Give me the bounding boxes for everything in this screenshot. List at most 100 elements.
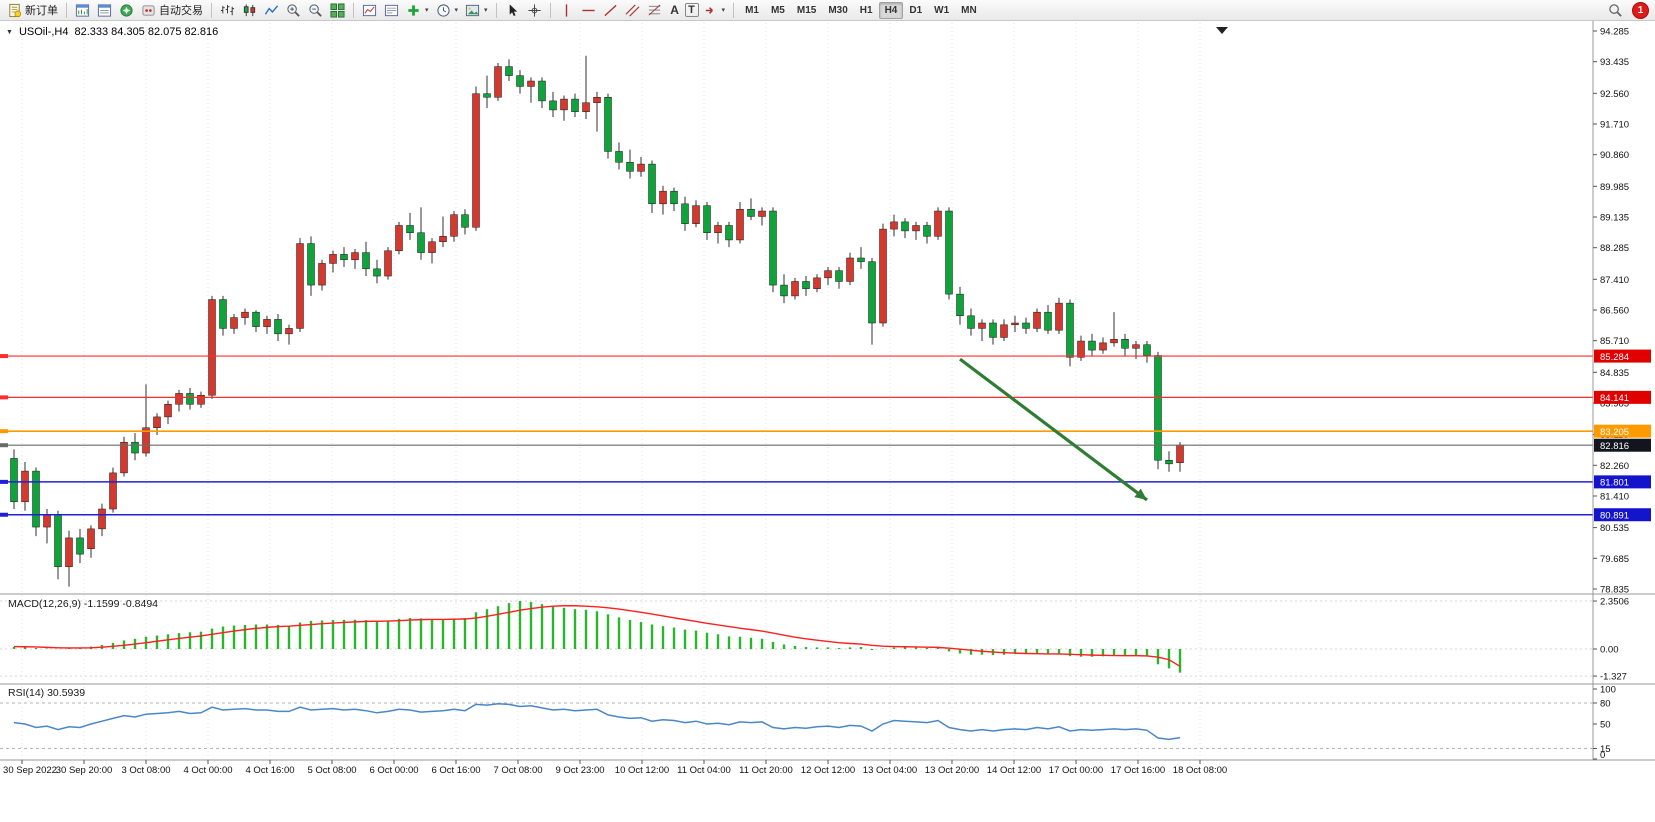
- bull-candle: [384, 250, 392, 277]
- bear-candle: [417, 232, 425, 253]
- bull-candle: [120, 441, 128, 474]
- shift-end-marker[interactable]: [1216, 27, 1228, 34]
- price-axis-label: 82.260: [1600, 461, 1629, 472]
- bull-candle: [1033, 311, 1041, 329]
- horizontal-line-icon: [581, 9, 595, 11]
- data-window-button[interactable]: [94, 1, 115, 19]
- rsi-panel[interactable]: 100 80 50 150: [0, 685, 1616, 762]
- tile-windows-icon: [330, 2, 345, 18]
- bull-candle: [736, 208, 744, 241]
- timeframe-d1[interactable]: D1: [903, 2, 928, 19]
- time-axis-label: 17 Oct 16:00: [1111, 765, 1165, 776]
- templates-button[interactable]: ▾: [462, 1, 491, 19]
- chart-canvas[interactable]: 94.285 93.435 92.560 91.710 90.860 89.985 89.1…: [0, 21, 1655, 779]
- time-axis-label: 3 Oct 08:00: [121, 765, 170, 776]
- chart-profile-button[interactable]: [381, 1, 402, 19]
- time-axis-label: 30 Sep 2022: [3, 765, 57, 776]
- text-label-tool-button[interactable]: T: [684, 3, 699, 17]
- bull-candle: [439, 236, 447, 242]
- svg-text:80.891: 80.891: [1600, 511, 1629, 522]
- time-axis-label: 6 Oct 00:00: [369, 765, 418, 776]
- add-indicator-button[interactable]: ▾: [403, 1, 432, 19]
- trendline-tool-button[interactable]: [600, 1, 621, 19]
- arrow-head: [1134, 488, 1147, 500]
- bar-chart-mode-button[interactable]: [217, 1, 238, 19]
- macd-panel[interactable]: 2.3506 0.00 -1.327: [0, 597, 1629, 683]
- timeframe-m30[interactable]: M30: [822, 2, 853, 19]
- bull-candle: [934, 210, 942, 237]
- bull-candle: [241, 311, 249, 318]
- notification-badge[interactable]: 1: [1632, 1, 1649, 19]
- arrows-tool-button[interactable]: ▾: [700, 1, 729, 19]
- bear-candle: [967, 315, 975, 329]
- cursor-icon: [509, 3, 517, 16]
- channel-tool-button[interactable]: [622, 1, 643, 19]
- dropdown-caret-icon: ▾: [721, 6, 726, 14]
- bear-candle: [1121, 339, 1129, 349]
- timeframe-w1[interactable]: W1: [928, 2, 955, 19]
- new-order-label: 新订单: [25, 5, 58, 17]
- price-axis-label: 78.835: [1600, 585, 1629, 596]
- drawn-arrow[interactable]: [959, 357, 1148, 502]
- timeframe-mn[interactable]: MN: [955, 2, 983, 19]
- svg-text:85.284: 85.284: [1600, 352, 1629, 363]
- new-chart-button[interactable]: [359, 1, 380, 19]
- cursor-tool-button[interactable]: [502, 1, 523, 19]
- vertical-line-tool-button[interactable]: [556, 1, 577, 19]
- periods-button[interactable]: ▾: [433, 1, 462, 19]
- time-axis-label: 30 Sep 20:00: [56, 765, 113, 776]
- svg-text:81.801: 81.801: [1600, 478, 1629, 489]
- zoom-in-button[interactable]: [283, 1, 304, 19]
- horizontal-line-tool-button[interactable]: [578, 1, 599, 19]
- auto-trading-button[interactable]: 自动交易: [138, 1, 206, 19]
- candlestick-mode-button[interactable]: [239, 1, 260, 19]
- timeframe-m5[interactable]: M5: [765, 2, 791, 19]
- bear-candle: [505, 66, 513, 76]
- time-axis-label: 12 Oct 12:00: [801, 765, 855, 776]
- rsi-scale-label: 15: [1600, 744, 1611, 755]
- line-chart-mode-button[interactable]: [261, 1, 282, 19]
- search-button[interactable]: [1605, 1, 1626, 19]
- trendline-icon: [603, 4, 617, 16]
- time-axis-label: 13 Oct 04:00: [863, 765, 917, 776]
- bull-candle: [846, 257, 854, 282]
- crosshair-tool-button[interactable]: [524, 1, 545, 19]
- navigator-button[interactable]: [116, 1, 137, 19]
- bull-candle: [21, 470, 29, 503]
- price-line-left-marker: [0, 479, 8, 484]
- market-watch-button[interactable]: [72, 1, 93, 19]
- timeframe-m15[interactable]: M15: [791, 2, 822, 19]
- rsi-scale-label: 50: [1600, 720, 1611, 731]
- tile-windows-button[interactable]: [327, 1, 348, 19]
- bull-candle: [109, 472, 117, 510]
- bull-candle: [659, 190, 667, 205]
- zoom-out-button[interactable]: [305, 1, 326, 19]
- svg-text:83.205: 83.205: [1600, 427, 1629, 438]
- price-tag: 84.141: [1594, 390, 1651, 404]
- fibonacci-tool-button[interactable]: [644, 1, 665, 19]
- text-tool-button[interactable]: A: [666, 1, 684, 19]
- timeframe-h4[interactable]: H4: [878, 1, 904, 19]
- time-axis-label: 13 Oct 20:00: [925, 765, 979, 776]
- timeframe-h1[interactable]: H1: [854, 2, 879, 19]
- bull-candle: [428, 241, 436, 253]
- rsi-scale-label: 0: [1600, 750, 1605, 761]
- price-axis-label: 89.135: [1600, 213, 1629, 224]
- timeframe-m1[interactable]: M1: [739, 2, 765, 19]
- new-order-button[interactable]: 新订单: [4, 1, 61, 19]
- bear-candle: [10, 458, 18, 503]
- bull-candle: [637, 163, 645, 172]
- bear-candle: [989, 322, 997, 338]
- price-axis-label: 86.560: [1600, 306, 1629, 317]
- bear-candle: [1022, 322, 1030, 329]
- candles-layer: [10, 55, 1184, 587]
- bull-candle: [43, 514, 51, 528]
- rsi-scale-label: 80: [1600, 699, 1611, 710]
- bull-candle: [329, 254, 337, 264]
- bear-candle: [219, 299, 227, 329]
- chart-profile-icon: [384, 4, 399, 16]
- bear-candle: [703, 205, 711, 233]
- timeframe-toolbar: M1 M5 M15 M30 H1 H4 D1 W1 MN: [739, 1, 983, 19]
- price-axis-label: 90.860: [1600, 150, 1629, 161]
